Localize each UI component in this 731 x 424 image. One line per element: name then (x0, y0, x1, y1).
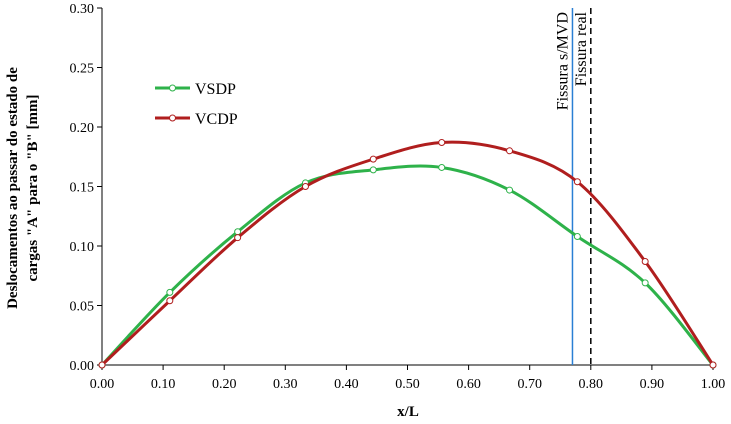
x-tick-label: 1.00 (701, 377, 726, 392)
y-axis-title-line2: cargas "A" para o "B" [mm] (25, 94, 41, 281)
x-tick-label: 0.60 (456, 377, 481, 392)
legend: VSDP VCDP (155, 81, 238, 128)
data-point (573, 232, 581, 240)
data-point (438, 138, 446, 146)
data-point (166, 288, 174, 296)
x-axis-title: x/L (397, 404, 419, 420)
data-point (506, 186, 514, 194)
x-tick-label: 0.70 (517, 377, 542, 392)
data-point (98, 361, 106, 369)
data-point (506, 147, 514, 155)
marker-label: Fissura real (573, 11, 590, 86)
data-point (234, 228, 242, 236)
x-tick-label: 0.00 (90, 377, 115, 392)
series-lines (98, 138, 717, 369)
data-point (438, 163, 446, 171)
data-point (573, 178, 581, 186)
series-line (100, 140, 715, 367)
data-point (641, 257, 649, 265)
y-tick-label: 0.05 (70, 300, 95, 315)
x-tick-label: 0.10 (151, 377, 176, 392)
axes: 0.00 0.05 0.10 0.15 0.20 0.25 0.30 0.00 0.10 0.20… (70, 2, 726, 392)
y-tick-label: 0.20 (70, 121, 95, 136)
marker-label: Fissura s/MVD (554, 12, 571, 110)
x-tick-label: 0.90 (640, 377, 665, 392)
vertical-markers: Fissura s/MVD Fissura real (554, 8, 592, 365)
x-tick-label: 0.20 (212, 377, 237, 392)
data-point (641, 279, 649, 287)
data-point (166, 297, 174, 305)
x-tick-label: 0.40 (334, 377, 359, 392)
y-tick-label: 0.10 (70, 240, 95, 255)
y-tick-label: 0.15 (70, 181, 95, 196)
legend-label: VSDP (195, 81, 236, 98)
data-point (301, 183, 309, 190)
data-point (369, 155, 377, 163)
legend-label: VCDP (195, 111, 238, 128)
x-tick-label: 0.50 (395, 377, 420, 392)
data-point (369, 166, 377, 174)
y-tick-label: 0.30 (70, 2, 95, 17)
legend-marker (169, 84, 176, 92)
data-point (234, 234, 242, 242)
x-tick-label: 0.30 (273, 377, 298, 392)
x-tick-label: 0.80 (579, 377, 604, 392)
series-line (100, 164, 715, 367)
y-tick-label: 0.00 (70, 359, 95, 374)
y-axis-title-line1: Deslocamentos ao passar do estado de (5, 67, 21, 309)
legend-marker (169, 114, 176, 122)
y-tick-label: 0.25 (70, 62, 95, 77)
data-point (709, 361, 717, 369)
